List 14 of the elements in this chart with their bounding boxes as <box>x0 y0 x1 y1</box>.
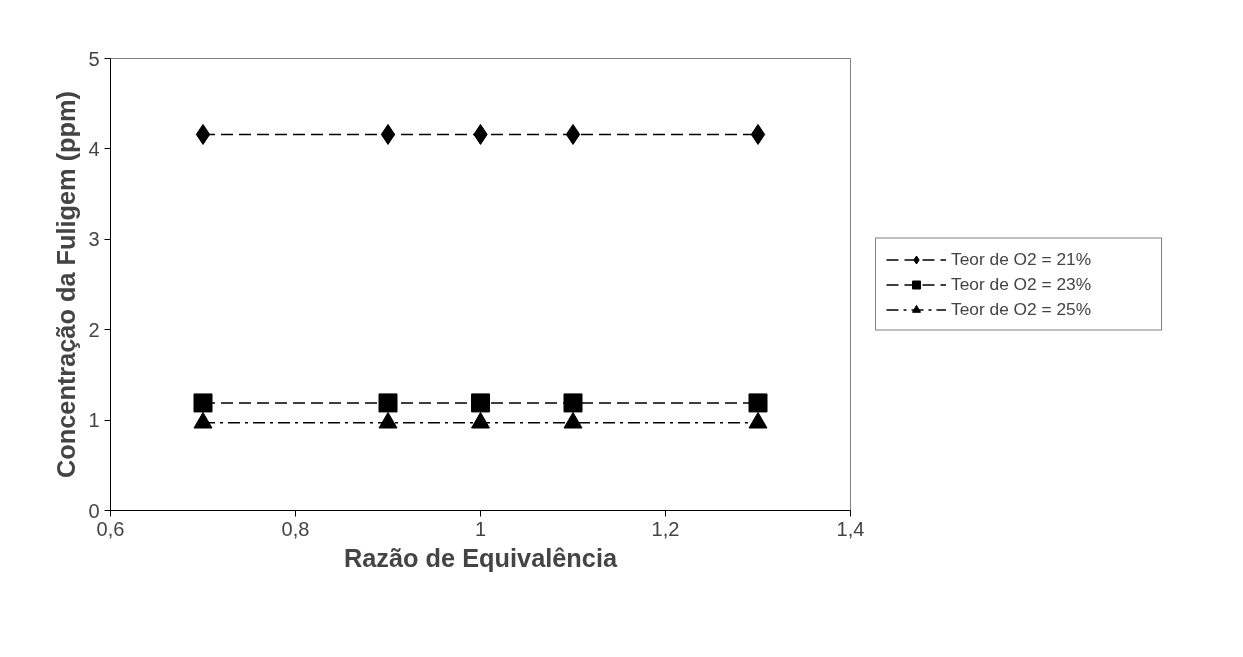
y-tick-label: 4 <box>88 137 100 160</box>
y-tick-label: 3 <box>88 228 100 251</box>
x-tick-label: 0,8 <box>281 517 310 540</box>
x-tick-label: 1 <box>474 517 487 540</box>
x-tick-label: 1,4 <box>836 517 865 540</box>
x-axis-title: Razão de Equivalência <box>343 543 618 572</box>
y-tick-label: 1 <box>88 409 100 432</box>
y-axis-title: Concentração da Fuligem (ppm) <box>52 91 81 478</box>
legend-label: Teor de O2 = 21% <box>951 248 1093 270</box>
x-tick-label: 1,2 <box>651 517 680 540</box>
legend-label: Teor de O2 = 23% <box>951 273 1093 295</box>
y-tick-label: 2 <box>88 318 100 341</box>
legend-label: Teor de O2 = 25% <box>951 298 1093 320</box>
y-tick-label: 5 <box>88 47 100 70</box>
